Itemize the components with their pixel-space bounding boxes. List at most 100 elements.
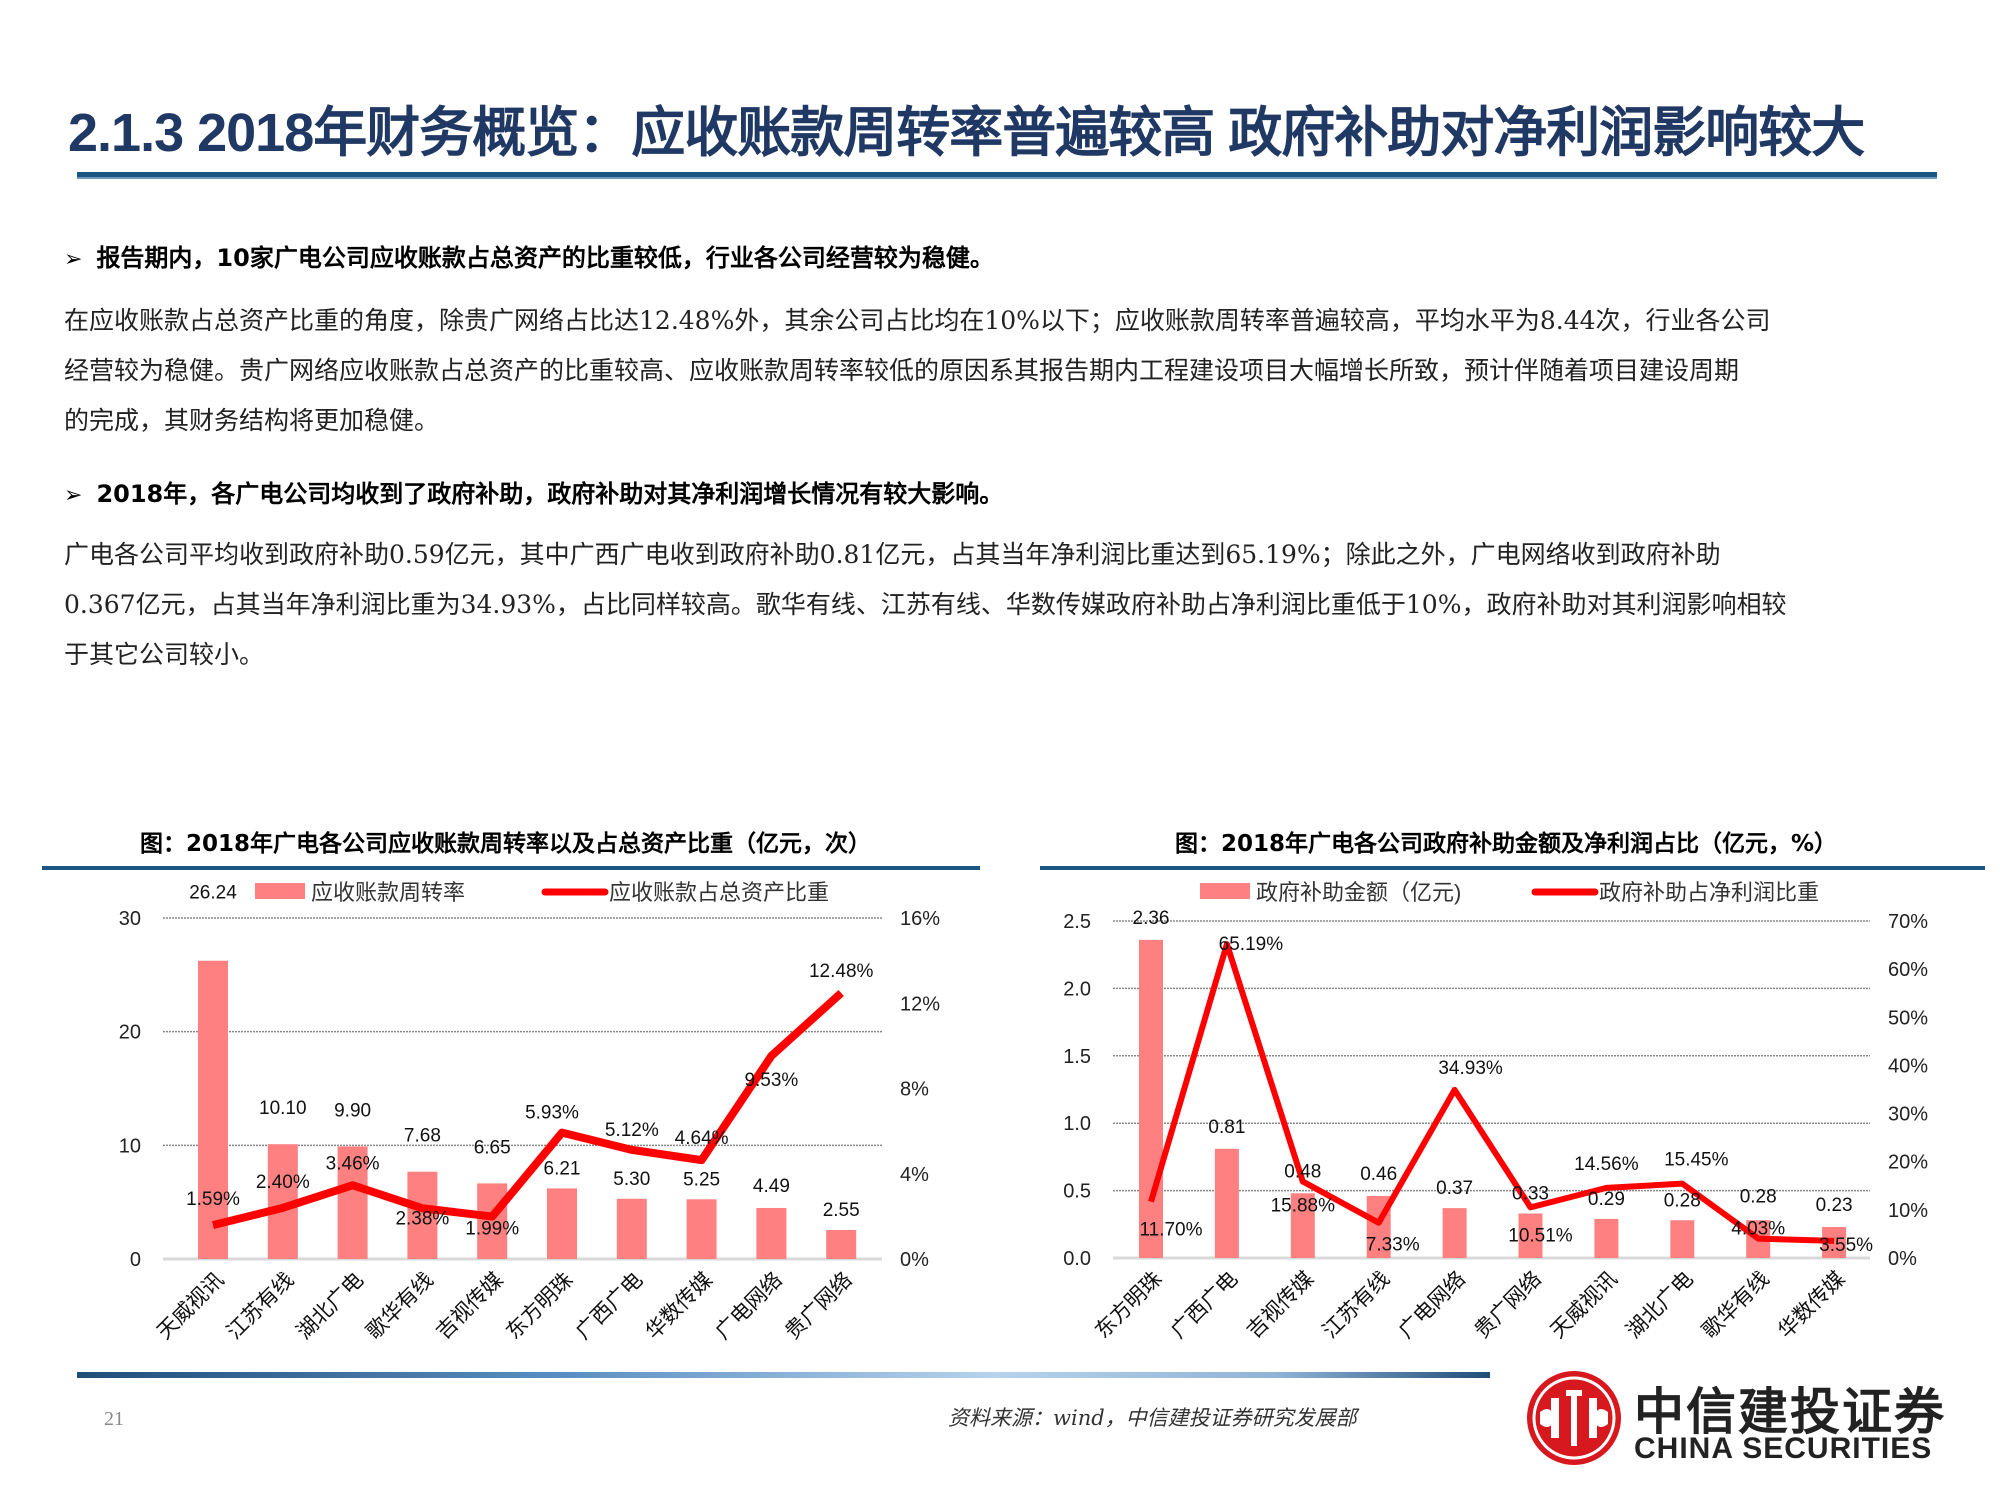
left-axis-tick: 0.0: [1063, 1248, 1091, 1270]
category-label: 东方明珠: [1091, 1267, 1167, 1343]
left-axis-tick: 0.5: [1063, 1181, 1091, 1203]
category-label: 东方明珠: [502, 1268, 578, 1344]
category-label: 广西广电: [572, 1268, 648, 1344]
logo-chinese-text: 中信建投证券: [1634, 1382, 1946, 1441]
chart-2-rule: [1040, 866, 1985, 870]
bar: [1139, 939, 1163, 1258]
bar: [198, 960, 228, 1259]
right-axis-tick: 20%: [1888, 1152, 1928, 1174]
line-value-label: 7.33%: [1366, 1235, 1420, 1256]
left-axis-tick: 20: [119, 1022, 141, 1044]
legend-label: 政府补助占净利润比重: [1599, 880, 1819, 905]
left-axis-tick: 1.5: [1063, 1046, 1091, 1068]
legend-bar-swatch-icon: [255, 883, 305, 899]
bar-value-label: 5.30: [613, 1169, 650, 1190]
line-value-label: 9.53%: [744, 1070, 798, 1091]
bar-value-label: 0.81: [1208, 1117, 1245, 1138]
line-value-label: 65.19%: [1219, 934, 1284, 955]
bar-value-label: 2.55: [823, 1200, 860, 1221]
bar-value-label: 6.21: [544, 1158, 581, 1179]
chart-1-rule: [42, 866, 980, 870]
bar: [407, 1171, 438, 1259]
bar-value-label: 9.90: [334, 1100, 371, 1121]
paragraph-2-line: 于其它公司较小。: [64, 640, 265, 669]
category-label: 华数传媒: [641, 1268, 717, 1344]
left-axis-tick: 30: [119, 908, 141, 930]
bar: [756, 1207, 787, 1259]
chart-2-title: 图：2018年广电各公司政府补助金额及净利润占比（亿元，%）: [1175, 831, 1838, 857]
category-label: 歌华有线: [1698, 1267, 1774, 1343]
line-value-label: 3.55%: [1819, 1235, 1873, 1256]
bar-value-label: 0.23: [1816, 1195, 1853, 1216]
bar: [686, 1199, 717, 1259]
bar-value-label: 4.49: [753, 1176, 790, 1197]
bullet-2-text: 2018年，各广电公司均收到了政府补助，政府补助对其净利润增长情况有较大影响。: [96, 480, 1004, 508]
category-label: 吉视传媒: [432, 1268, 508, 1344]
paragraph-1-line: 经营较为稳健。贵广网络应收账款占总资产的比重较高、应收账款周转率较低的原因系其报…: [64, 356, 1740, 385]
left-axis-tick: 2.0: [1063, 978, 1091, 1000]
paragraph-2-line: 0.367亿元，占其当年净利润比重为34.93%，占比同样较高。歌华有线、江苏有…: [64, 590, 1787, 619]
category-label: 江苏有线: [223, 1268, 299, 1344]
category-label: 广西广电: [1167, 1267, 1243, 1343]
bullet-point-1: ➢ 报告期内，10家广电公司应收账款占总资产的比重较低，行业各公司经营较为稳健。: [64, 238, 994, 273]
category-label: 湖北广电: [1622, 1267, 1698, 1343]
bar-value-label: 0.28: [1740, 1186, 1777, 1207]
line-value-label: 1.59%: [186, 1189, 240, 1210]
category-label: 湖北广电: [292, 1268, 368, 1344]
line-value-label: 4.64%: [675, 1128, 729, 1149]
line-value-label: 14.56%: [1574, 1154, 1639, 1175]
category-label: 天威视讯: [1546, 1267, 1622, 1343]
chart-1-receivables-turnover: 应收账款周转率 应收账款占总资产比重 0 10 20 30 0% 4% 8% 12% 16% 26.2…: [119, 880, 940, 1344]
legend-label: 政府补助金额（亿元): [1256, 880, 1461, 905]
line-value-label: 5.12%: [605, 1120, 659, 1141]
right-axis-tick: 10%: [1888, 1200, 1928, 1222]
paragraph-2-line: 广电各公司平均收到政府补助0.59亿元，其中广西广电收到政府补助0.81亿元，占…: [64, 540, 1721, 569]
bar-value-label: 6.65: [474, 1137, 511, 1158]
line-value-label: 11.70%: [1139, 1220, 1202, 1241]
right-axis-tick: 8%: [900, 1079, 929, 1101]
line-value-label: 4.03%: [1731, 1219, 1785, 1240]
bar: [1442, 1208, 1467, 1258]
bullet-point-2: ➢ 2018年，各广电公司均收到了政府补助，政府补助对其净利润增长情况有较大影响。: [64, 474, 1003, 509]
category-label: 广电网络: [711, 1268, 787, 1344]
left-axis-tick: 10: [119, 1135, 141, 1157]
right-axis-tick: 0%: [900, 1249, 929, 1271]
bar-value-label: 26.24: [189, 883, 237, 904]
category-label: 江苏有线: [1319, 1267, 1395, 1343]
bar-value-label: 2.36: [1133, 908, 1170, 929]
arrow-bullet-icon: ➢: [64, 483, 83, 508]
line-series: [1148, 941, 1835, 1244]
right-axis-tick: 12%: [900, 993, 940, 1015]
line-value-label: 34.93%: [1438, 1058, 1503, 1079]
bar-value-label: 0.48: [1284, 1161, 1321, 1182]
chart-1-title: 图：2018年广电各公司应收账款周转率以及占总资产比重（亿元，次）: [140, 831, 872, 857]
bar-value-label: 0.28: [1664, 1190, 1701, 1211]
right-axis-tick: 60%: [1888, 959, 1928, 981]
left-axis-tick: 2.5: [1063, 911, 1091, 933]
line-value-label: 3.46%: [326, 1153, 380, 1174]
arrow-bullet-icon: ➢: [64, 247, 83, 272]
logo-english-text: CHINA SECURITIES: [1634, 1432, 1933, 1465]
title-underline: [77, 172, 1937, 177]
title-underline-accent: [77, 177, 1937, 179]
bar-value-label: 7.68: [404, 1126, 441, 1147]
bar: [1518, 1213, 1543, 1258]
bar-value-label: 0.29: [1588, 1189, 1625, 1210]
category-label: 歌华有线: [362, 1268, 438, 1344]
paragraph-1: 在应收账款占总资产比重的角度，除贵广网络占比达12.48%外，其余公司占比均在1…: [64, 296, 1944, 446]
paragraph-1-line: 在应收账款占总资产比重的角度，除贵广网络占比达12.48%外，其余公司占比均在1…: [64, 306, 1771, 335]
bar: [547, 1188, 577, 1259]
source-note: 资料来源：wind，中信建投证券研究发展部: [948, 1406, 1357, 1430]
category-label: 贵广网络: [781, 1268, 857, 1344]
right-axis-tick: 30%: [1888, 1104, 1928, 1126]
bullet-1-text: 报告期内，10家广电公司应收账款占总资产的比重较低，行业各公司经营较为稳健。: [96, 244, 994, 272]
bar-value-label: 5.25: [683, 1169, 720, 1190]
category-label: 吉视传媒: [1243, 1267, 1319, 1343]
right-axis-tick: 70%: [1888, 911, 1928, 933]
line-value-label: 2.40%: [256, 1172, 310, 1193]
legend-label: 应收账款占总资产比重: [609, 880, 829, 905]
line-value-label: 5.93%: [525, 1103, 579, 1124]
line-value-label: 12.48%: [809, 961, 874, 982]
right-axis-tick: 0%: [1888, 1248, 1917, 1270]
charts-canvas: 应收账款周转率 应收账款占总资产比重 0 10 20 30 0% 4% 8% 12% 16% 26.2…: [119, 880, 1928, 1344]
